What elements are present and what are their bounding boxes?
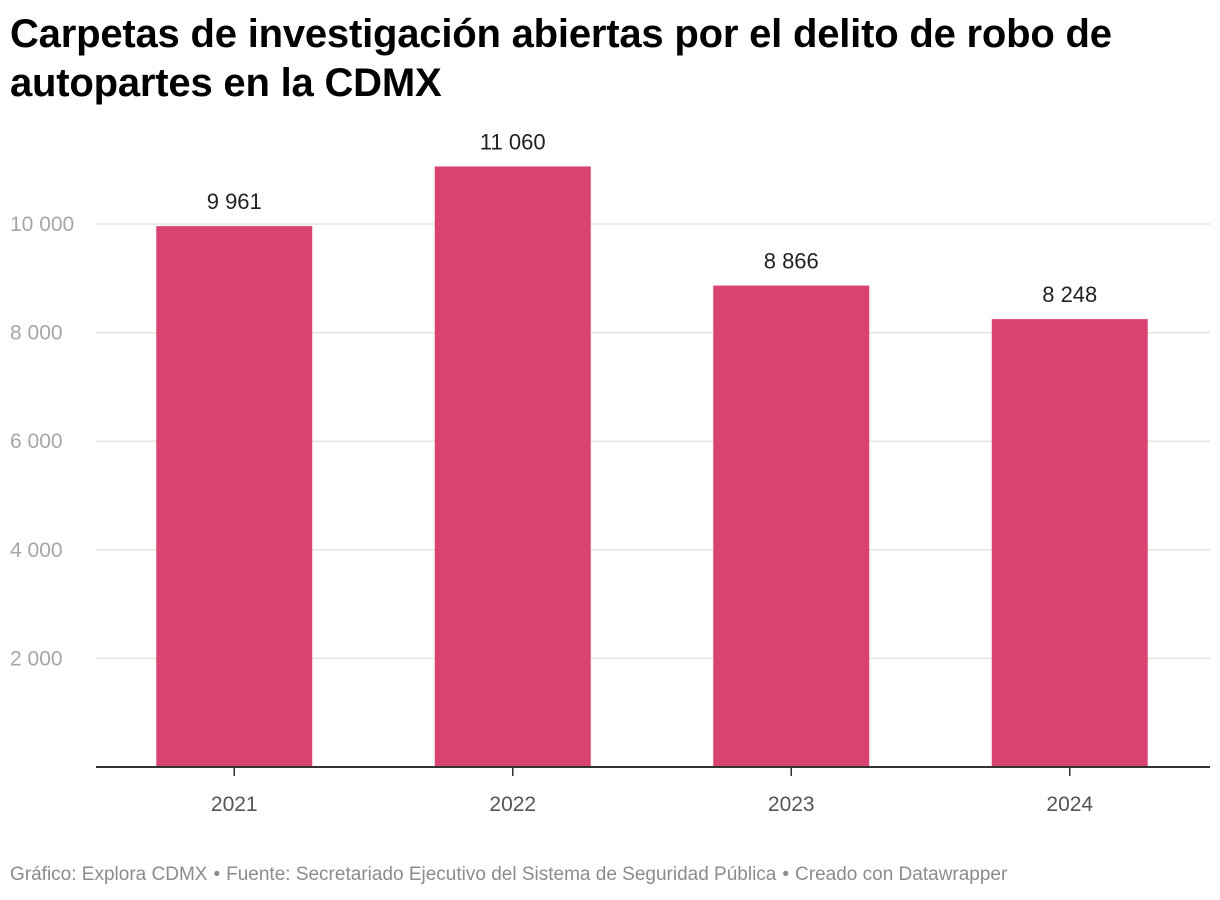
- value-label: 11 060: [480, 129, 546, 154]
- footer-separator: •: [782, 864, 790, 885]
- footer-tool[interactable]: Creado con Datawrapper: [795, 864, 1008, 885]
- footer-source[interactable]: Fuente: Secretariado Ejecutivo del Siste…: [226, 864, 777, 885]
- bar-2021[interactable]: [156, 226, 313, 768]
- value-label: 8 248: [1042, 282, 1097, 307]
- x-tick-label: 2021: [211, 793, 258, 816]
- y-tick-label: 8 000: [10, 322, 63, 345]
- value-label: 8 866: [764, 249, 819, 274]
- footer-credit[interactable]: Gráfico: Explora CDMX: [10, 864, 208, 885]
- y-tick-label: 6 000: [10, 430, 63, 453]
- value-label: 9 961: [207, 189, 262, 214]
- bar-2022[interactable]: [434, 166, 591, 767]
- chart-title: Carpetas de investigación abiertas por e…: [10, 12, 1112, 105]
- y-tick-label: 2 000: [10, 647, 63, 670]
- bar-2023[interactable]: [713, 285, 870, 767]
- y-tick-label: 4 000: [10, 539, 63, 562]
- x-tick-label: 2022: [489, 793, 536, 816]
- bar-2024[interactable]: [991, 319, 1148, 767]
- x-tick-label: 2024: [1046, 793, 1093, 816]
- bar-chart: 2 000 4 000 6 000 8 000 10 000 9 961 2021 11 06…: [10, 129, 1210, 816]
- y-tick-label: 10 000: [10, 213, 74, 236]
- x-tick-label: 2023: [768, 793, 815, 816]
- footer-separator: •: [213, 864, 221, 885]
- chart-footer: Gráfico: Explora CDMX • Fuente: Secretaria…: [10, 864, 1007, 886]
